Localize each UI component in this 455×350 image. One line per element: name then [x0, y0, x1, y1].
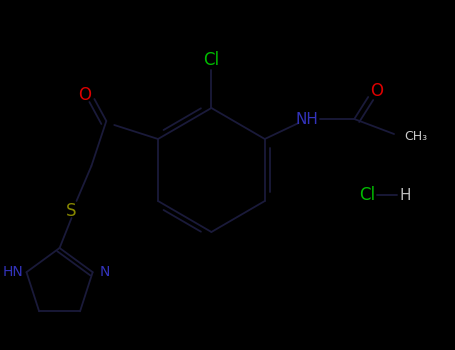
- Text: N: N: [100, 265, 110, 279]
- Text: CH₃: CH₃: [404, 130, 427, 142]
- Text: O: O: [369, 82, 383, 100]
- Text: Cl: Cl: [203, 51, 219, 69]
- Text: HN: HN: [2, 265, 23, 279]
- Text: Cl: Cl: [359, 186, 375, 204]
- Text: H: H: [399, 188, 411, 203]
- Text: O: O: [78, 86, 91, 104]
- Text: S: S: [66, 202, 77, 220]
- Text: NH: NH: [295, 112, 318, 126]
